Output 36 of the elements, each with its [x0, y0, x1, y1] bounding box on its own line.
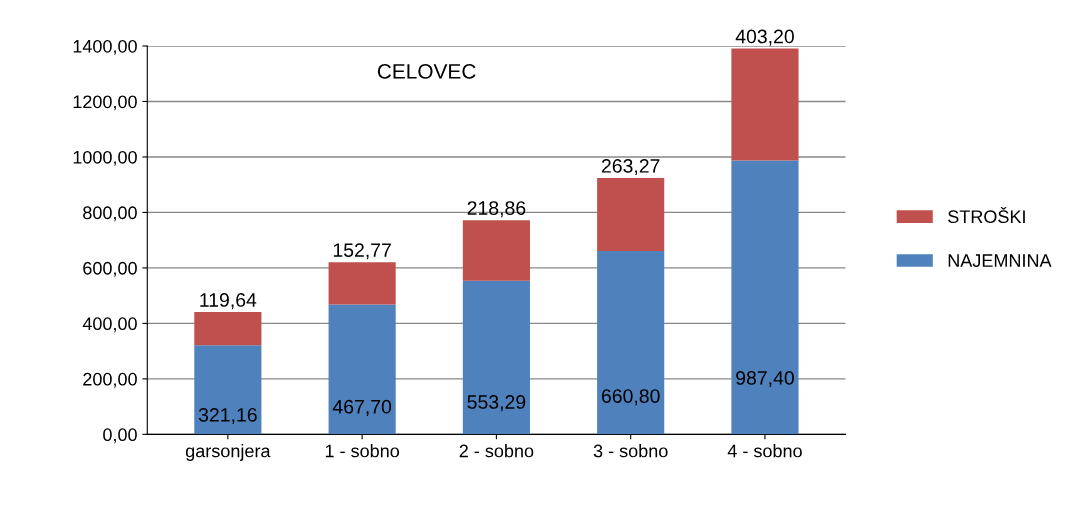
bar — [462, 220, 530, 281]
y-tick-label: 600,00 — [83, 261, 137, 277]
y-tick-label: 1000,00 — [73, 150, 137, 166]
bar — [328, 262, 396, 305]
data-label: 321,16 — [198, 407, 257, 425]
bar — [597, 178, 665, 252]
bar — [731, 48, 799, 161]
bar — [328, 304, 396, 435]
data-label: 263,27 — [601, 159, 660, 176]
x-tick-label: 3 - sobno — [593, 444, 668, 458]
bar — [462, 280, 530, 435]
data-label: 467,70 — [332, 399, 392, 416]
bar — [731, 160, 799, 435]
data-label: 119,64 — [200, 293, 257, 310]
y-tick-label: 1200,00 — [73, 95, 137, 111]
x-tick-label: 4 - sobno — [727, 444, 802, 458]
data-label: 152,77 — [333, 243, 391, 260]
legend-label: STROŠKI — [948, 207, 1025, 224]
text: CELOVEC — [377, 64, 476, 79]
data-label: 987,40 — [736, 371, 794, 388]
data-label: 553,29 — [467, 395, 526, 412]
x-tick-label: garsonjera — [185, 444, 271, 461]
y-tick-label: 200,00 — [83, 372, 137, 388]
y-tick-label: 400,00 — [82, 317, 137, 333]
x-tick-label: 1 - sobno — [325, 444, 400, 458]
bar — [597, 251, 665, 435]
legend-label: NAJEMNINA — [948, 254, 1052, 267]
data-label: 218,86 — [467, 201, 526, 218]
data-label: 403,20 — [735, 29, 794, 46]
y-tick-label: 1400,00 — [73, 39, 137, 55]
bar — [194, 312, 262, 346]
bar — [194, 345, 262, 435]
y-tick-label: 800,00 — [83, 206, 137, 222]
y-tick-label: 0,00 — [103, 428, 137, 444]
data-label: 660,80 — [601, 389, 660, 406]
x-tick-label: 2 - sobno — [459, 444, 534, 458]
